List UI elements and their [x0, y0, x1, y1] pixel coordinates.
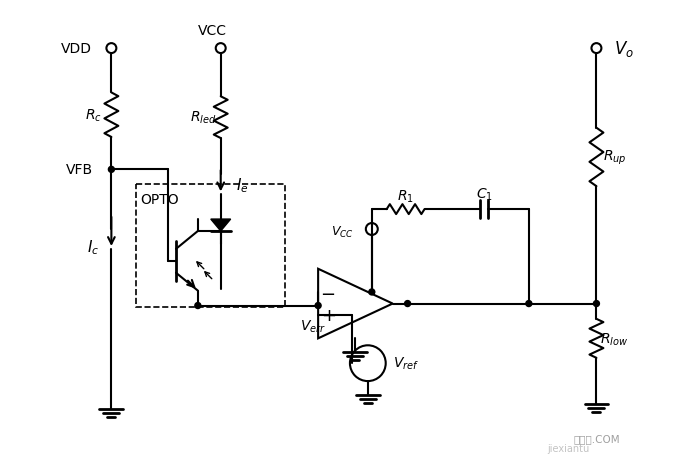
- Text: 接线图.COM: 接线图.COM: [573, 433, 620, 443]
- Text: $+$: $+$: [321, 307, 336, 325]
- Circle shape: [405, 301, 411, 307]
- Circle shape: [195, 303, 201, 309]
- Text: $R_1$: $R_1$: [397, 189, 414, 205]
- Circle shape: [593, 301, 599, 307]
- Text: VFB: VFB: [66, 163, 93, 177]
- Text: $R_{led}$: $R_{led}$: [190, 110, 216, 126]
- Text: $V_{ref}$: $V_{ref}$: [393, 355, 419, 372]
- Polygon shape: [211, 219, 231, 231]
- Text: $R_c$: $R_c$: [85, 107, 102, 123]
- Text: $R_{low}$: $R_{low}$: [600, 330, 629, 347]
- Circle shape: [108, 167, 115, 173]
- Bar: [136, 185, 285, 307]
- Text: VCC: VCC: [198, 24, 227, 38]
- Text: OPTO: OPTO: [140, 193, 178, 207]
- Text: jiexiantu: jiexiantu: [547, 443, 590, 453]
- Text: $V_o$: $V_o$: [614, 39, 635, 59]
- Text: $V_{CC}$: $V_{CC}$: [331, 224, 354, 239]
- Text: $I_e$: $I_e$: [237, 175, 249, 194]
- Text: $-$: $-$: [321, 283, 336, 301]
- Text: $I_c$: $I_c$: [87, 238, 100, 257]
- Text: VDD: VDD: [61, 42, 92, 56]
- Circle shape: [315, 303, 321, 309]
- Circle shape: [526, 301, 532, 307]
- Circle shape: [369, 289, 375, 295]
- Text: $C_1$: $C_1$: [476, 187, 493, 203]
- Text: $R_{up}$: $R_{up}$: [603, 148, 626, 167]
- Text: $V_{err}$: $V_{err}$: [300, 318, 326, 334]
